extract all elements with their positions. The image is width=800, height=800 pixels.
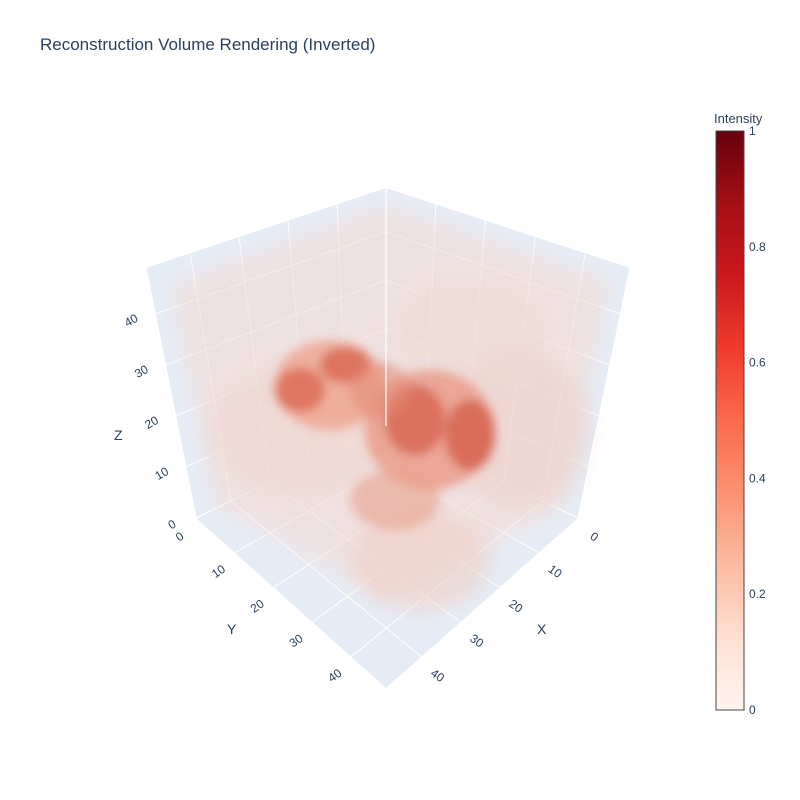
colorbar-title: Intensity — [714, 111, 763, 126]
x-tick-label: 30 — [467, 631, 486, 650]
x-tick-label: 40 — [428, 666, 447, 685]
colorbar-tick-label: 0.4 — [749, 471, 766, 485]
x-tick-label: 10 — [546, 562, 565, 581]
y-tick-label: 40 — [325, 666, 344, 685]
y-axis-label: Y — [227, 621, 237, 637]
colorbar-tick-label: 0 — [749, 703, 756, 717]
colorbar-tick-label: 0.6 — [749, 356, 766, 370]
colorbar-tick-label: 0.2 — [749, 587, 766, 601]
colorbar-tick-label: 0.8 — [749, 240, 766, 254]
volume-core — [275, 340, 495, 530]
x-axis-label: X — [537, 621, 547, 637]
cube-edges — [145, 188, 631, 519]
y-tick-label: 20 — [248, 596, 267, 615]
chart-title: Reconstruction Volume Rendering (Inverte… — [40, 35, 375, 54]
x-tick-label: 20 — [506, 597, 525, 616]
z-tick-label: 10 — [153, 464, 172, 483]
y-tick-label: 30 — [287, 631, 306, 650]
colorbar-ticks: 0 0.2 0.4 0.6 0.8 1 — [749, 124, 766, 717]
z-tick-label: 30 — [132, 362, 151, 381]
z-tick-label: 40 — [122, 311, 141, 330]
colorbar-tick-label: 1 — [749, 124, 756, 138]
y-tick-label: 10 — [209, 562, 228, 581]
z-tick-label: 20 — [142, 413, 161, 432]
x-tick-label: 0 — [588, 529, 602, 544]
y-tick-label: 0 — [173, 529, 187, 544]
colorbar-gradient — [715, 130, 745, 711]
z-axis-label: Z — [114, 427, 123, 443]
